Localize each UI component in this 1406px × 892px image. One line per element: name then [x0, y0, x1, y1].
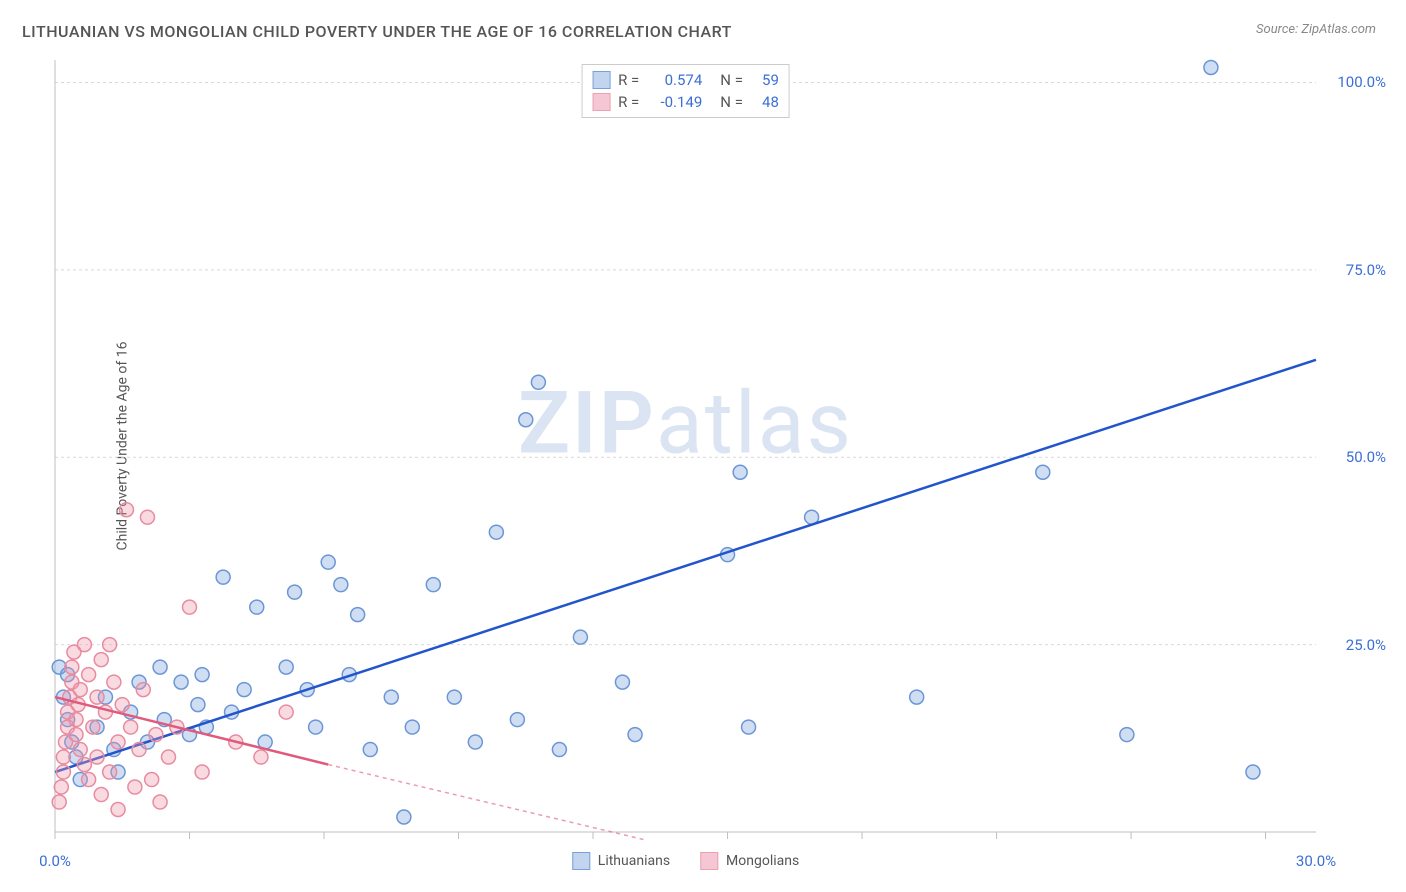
n-label: N = — [720, 71, 743, 89]
chart-title: LITHUANIAN VS MONGOLIAN CHILD POVERTY UN… — [22, 22, 732, 41]
x-tick-label: 30.0% — [1296, 852, 1336, 870]
swatch-mongolians — [592, 93, 610, 111]
swatch-lithuanians — [592, 71, 610, 89]
y-tick-label: 25.0% — [1346, 636, 1386, 654]
r-label: R = — [618, 71, 639, 89]
legend-label-lithuanians: Lithuanians — [598, 853, 670, 869]
legend-row-lithuanians: R = 0.574 N = 59 — [592, 69, 779, 91]
n-label: N = — [720, 93, 743, 111]
y-tick-label: 75.0% — [1346, 261, 1386, 279]
swatch-mongolians-bottom — [700, 852, 718, 870]
chart-plot-area: ZIPatlas R = 0.574 N = 59 R = -0.149 N =… — [55, 60, 1316, 832]
y-tick-label: 50.0% — [1346, 448, 1386, 466]
x-tick-label: 0.0% — [39, 852, 71, 870]
legend-item-lithuanians: Lithuanians — [572, 852, 670, 870]
scatter-plot-svg — [55, 60, 1316, 832]
n-value-lithuanians: 59 — [751, 71, 779, 89]
r-value-mongolians: -0.149 — [647, 93, 702, 111]
y-tick-label: 100.0% — [1337, 73, 1386, 91]
n-value-mongolians: 48 — [751, 93, 779, 111]
legend-item-mongolians: Mongolians — [700, 852, 799, 870]
correlation-legend: R = 0.574 N = 59 R = -0.149 N = 48 — [581, 64, 790, 118]
r-value-lithuanians: 0.574 — [647, 71, 702, 89]
legend-row-mongolians: R = -0.149 N = 48 — [592, 91, 779, 113]
series-legend: Lithuanians Mongolians — [572, 852, 799, 870]
swatch-lithuanians-bottom — [572, 852, 590, 870]
legend-label-mongolians: Mongolians — [726, 853, 799, 869]
r-label: R = — [618, 93, 639, 111]
source-attribution: Source: ZipAtlas.com — [1256, 22, 1376, 37]
